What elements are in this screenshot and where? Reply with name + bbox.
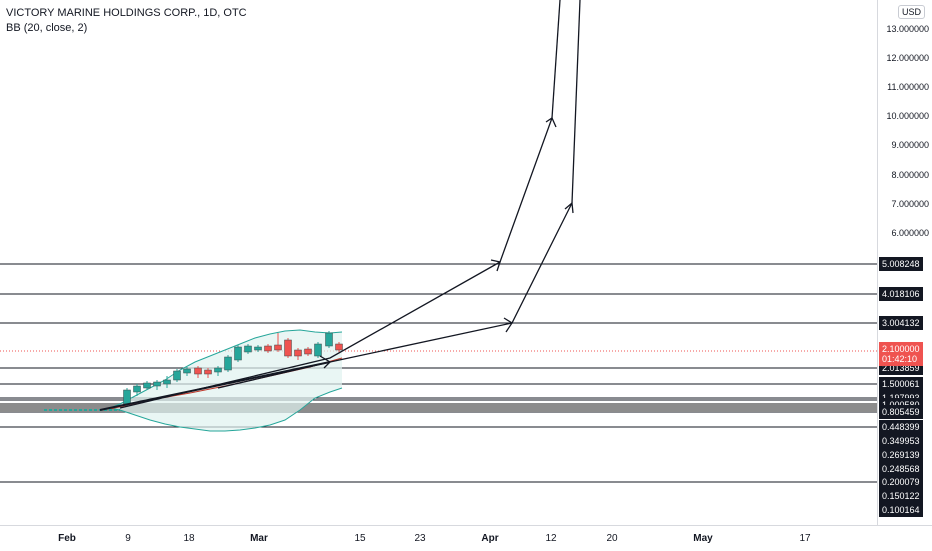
candle-body: [224, 356, 232, 371]
price-tick: 10.000000: [886, 111, 929, 121]
level-price-tag[interactable]: 0.200079: [879, 475, 923, 489]
level-price-tag[interactable]: 3.004132: [879, 316, 923, 330]
time-label: May: [693, 533, 713, 544]
time-label: 9: [125, 533, 131, 544]
time-label: 17: [799, 533, 811, 544]
candle-body: [325, 332, 333, 347]
level-price-tag[interactable]: 5.008248: [879, 257, 923, 271]
candle-body: [304, 348, 312, 355]
candle-body: [194, 367, 202, 375]
level-price-tag[interactable]: 4.018106: [879, 287, 923, 301]
price-tick: 11.000000: [887, 82, 929, 92]
indicator-legend[interactable]: BB (20, close, 2): [6, 22, 88, 34]
time-label: Mar: [250, 533, 268, 544]
candle-body: [274, 344, 282, 351]
price-tick: 13.000000: [886, 24, 929, 34]
last-price-value: 2.100000: [882, 344, 920, 354]
candle-body: [314, 343, 322, 357]
time-label: 23: [414, 533, 426, 544]
bollinger-fill: [110, 330, 342, 431]
level-price-tag[interactable]: 1.500061: [879, 377, 923, 391]
trend-line-bold: [99, 361, 331, 411]
candle-body: [244, 345, 252, 353]
chart-plot[interactable]: [0, 0, 877, 525]
arrow-head-icon: [564, 201, 574, 214]
price-tick: 8.000000: [891, 170, 929, 180]
bollinger-lower: [109, 387, 343, 432]
time-label: 15: [354, 533, 366, 544]
candle-body: [234, 346, 242, 361]
candle-body: [153, 381, 161, 387]
level-price-tag[interactable]: 0.805459: [879, 405, 923, 419]
level-price-tag[interactable]: 0.248568: [879, 462, 923, 476]
currency-label[interactable]: USD: [897, 5, 925, 19]
level-price-tag[interactable]: 0.150122: [879, 489, 923, 503]
level-price-tag[interactable]: 0.349953: [879, 434, 923, 448]
candle-body: [123, 389, 131, 405]
bar-countdown: 01:42:10: [882, 354, 918, 364]
candle-body: [133, 385, 141, 393]
candle-body: [264, 345, 272, 352]
arrow-head-icon: [503, 317, 513, 333]
time-label: 20: [606, 533, 618, 544]
level-price-tag[interactable]: 0.269139: [879, 448, 923, 462]
level-price-tag[interactable]: 0.100164: [879, 503, 923, 517]
price-tick: 6.000000: [891, 228, 929, 238]
price-tick: 12.000000: [886, 53, 929, 63]
time-label: Apr: [481, 533, 499, 544]
candle-body: [204, 369, 212, 375]
chart-canvas[interactable]: VICTORY MARINE HOLDINGS CORP., 1D, OTC B…: [0, 0, 877, 525]
trend-path-upper-extension: [551, 0, 561, 119]
candle-body: [183, 368, 191, 374]
last-price-tag[interactable]: 2.100000 01:42:10: [879, 342, 923, 366]
candle-body: [294, 349, 302, 357]
symbol-legend[interactable]: VICTORY MARINE HOLDINGS CORP., 1D, OTC: [6, 7, 247, 19]
time-label: 18: [183, 533, 195, 544]
price-tick: 7.000000: [891, 199, 929, 209]
arrow-head-icon: [490, 259, 501, 272]
trend-path-lower-extension: [571, 0, 581, 204]
candle-body: [254, 346, 262, 351]
price-tick: 9.000000: [891, 140, 929, 150]
time-label: Feb: [58, 533, 76, 544]
time-label: 12: [545, 533, 557, 544]
candle-body: [335, 343, 343, 351]
level-price-tag[interactable]: 0.448399: [879, 420, 923, 434]
candle-body: [173, 370, 181, 381]
arrow-head-icon: [545, 117, 557, 128]
candle-body: [143, 382, 151, 389]
candle-body: [284, 339, 292, 357]
trend-path-lower: [217, 202, 573, 389]
highlight-zone: [0, 403, 877, 412]
price-scale[interactable]: USD 13.000000 12.000000 11.000000 10.000000…: [877, 0, 932, 525]
time-axis[interactable]: Feb 9 18 Mar 15 23 Apr 12 20 May 17: [0, 525, 932, 551]
candle-body: [163, 379, 171, 385]
bollinger-upper: [109, 329, 343, 409]
candle-body: [214, 367, 222, 373]
